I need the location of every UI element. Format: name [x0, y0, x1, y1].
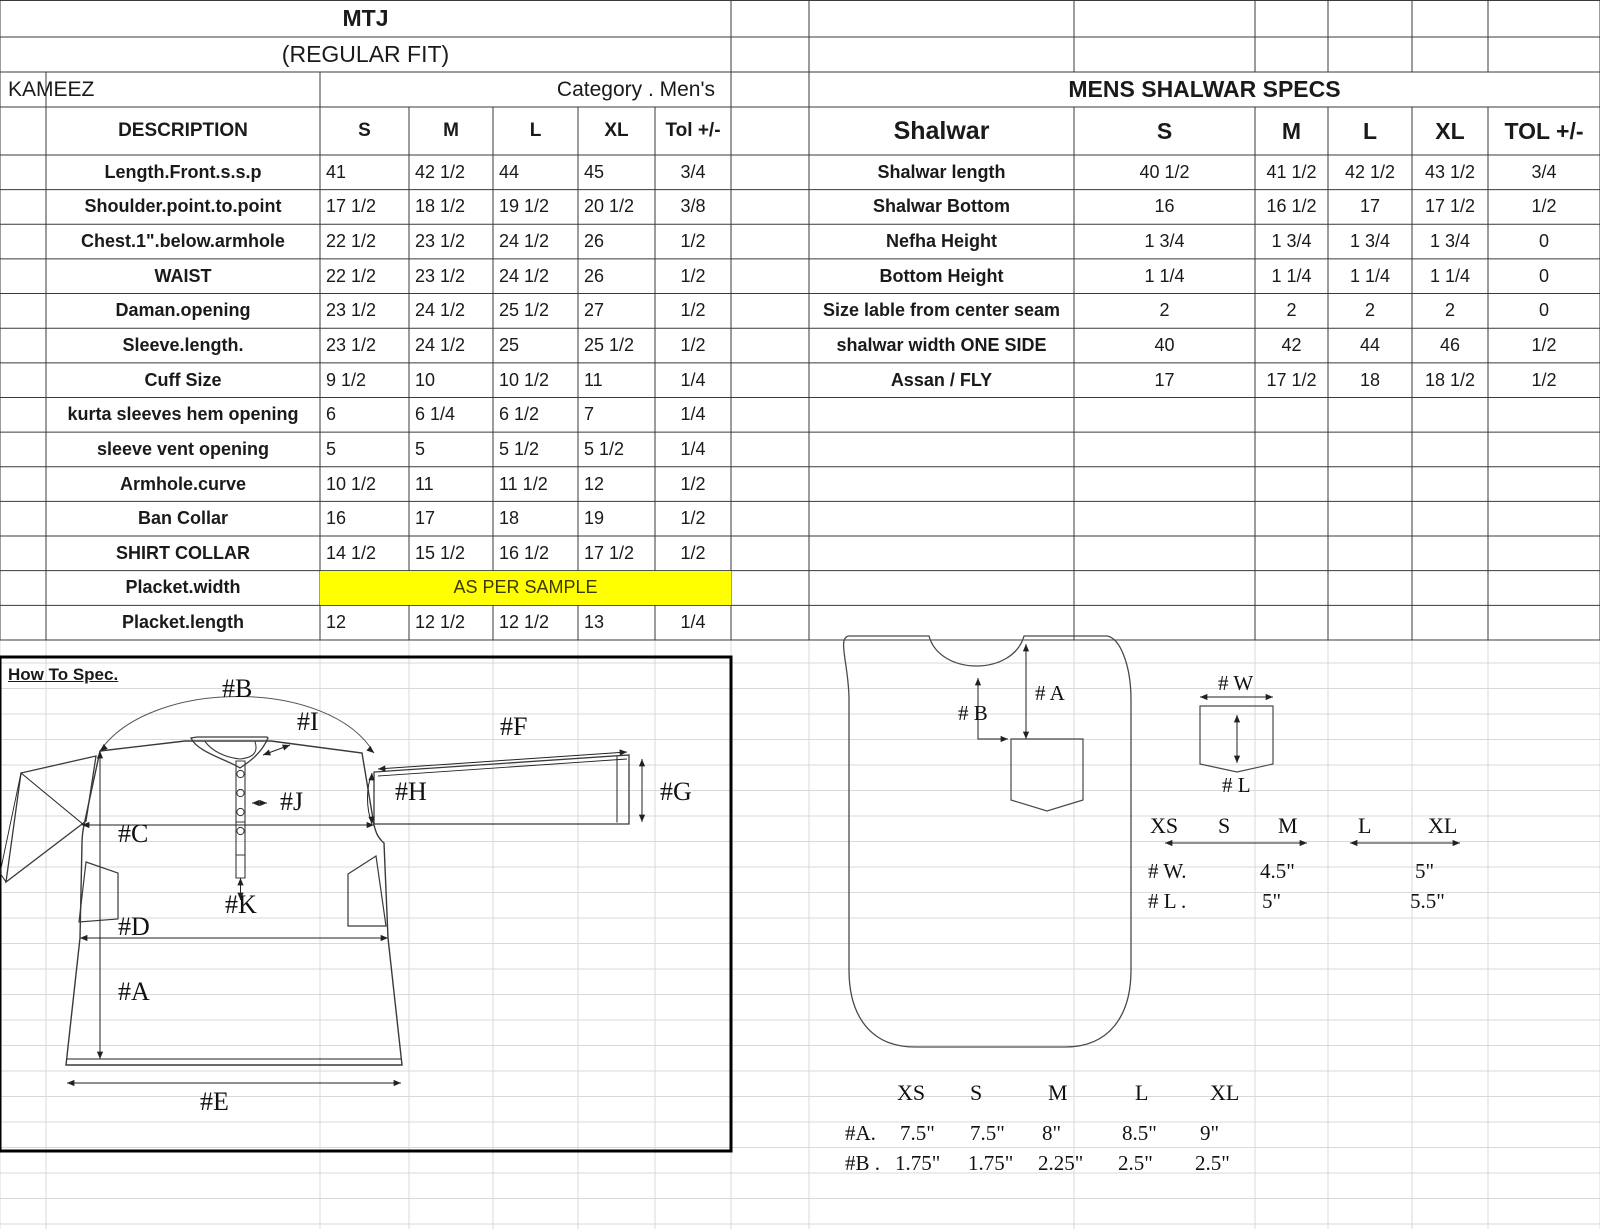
svg-text:#H: #H	[395, 777, 427, 806]
svg-text:# A: # A	[1035, 681, 1066, 705]
svg-text:# W: # W	[1218, 671, 1253, 695]
svg-text:XL: XL	[1210, 1080, 1239, 1105]
svg-text:8": 8"	[1042, 1121, 1061, 1145]
svg-text:5": 5"	[1415, 859, 1434, 883]
svg-text:M: M	[1278, 813, 1298, 838]
svg-text:M: M	[1048, 1080, 1068, 1105]
svg-text:#A.: #A.	[845, 1121, 876, 1145]
svg-text:7.5": 7.5"	[970, 1121, 1005, 1145]
svg-text:# L .: # L .	[1148, 889, 1186, 913]
svg-text:#B: #B	[222, 674, 252, 703]
svg-text:L: L	[1135, 1080, 1148, 1105]
svg-text:1.75": 1.75"	[895, 1151, 940, 1175]
svg-text:# L: # L	[1222, 773, 1251, 797]
svg-text:#A: #A	[118, 977, 150, 1006]
svg-text:# W.: # W.	[1148, 859, 1187, 883]
svg-text:#F: #F	[500, 712, 527, 741]
svg-text:#I: #I	[297, 707, 319, 736]
svg-text:XS: XS	[1150, 813, 1178, 838]
svg-text:2.25": 2.25"	[1038, 1151, 1083, 1175]
svg-text:7.5": 7.5"	[900, 1121, 935, 1145]
svg-text:#D: #D	[118, 912, 150, 941]
svg-text:# B: # B	[958, 701, 988, 725]
svg-text:5.5": 5.5"	[1410, 889, 1445, 913]
svg-text:#J: #J	[280, 787, 303, 816]
svg-text:1.75": 1.75"	[968, 1151, 1013, 1175]
svg-text:S: S	[1218, 813, 1230, 838]
svg-text:2.5": 2.5"	[1195, 1151, 1230, 1175]
svg-text:XS: XS	[897, 1080, 925, 1105]
svg-text:L: L	[1358, 813, 1371, 838]
svg-text:#C: #C	[118, 819, 148, 848]
svg-text:#G: #G	[660, 777, 692, 806]
svg-text:#E: #E	[200, 1087, 229, 1116]
svg-text:4.5": 4.5"	[1260, 859, 1295, 883]
svg-text:S: S	[970, 1080, 982, 1105]
svg-text:8.5": 8.5"	[1122, 1121, 1157, 1145]
svg-text:5": 5"	[1262, 889, 1281, 913]
svg-text:XL: XL	[1428, 813, 1457, 838]
svg-text:2.5": 2.5"	[1118, 1151, 1153, 1175]
svg-text:9": 9"	[1200, 1121, 1219, 1145]
svg-text:#B .: #B .	[845, 1151, 880, 1175]
svg-text:#K: #K	[225, 890, 257, 919]
